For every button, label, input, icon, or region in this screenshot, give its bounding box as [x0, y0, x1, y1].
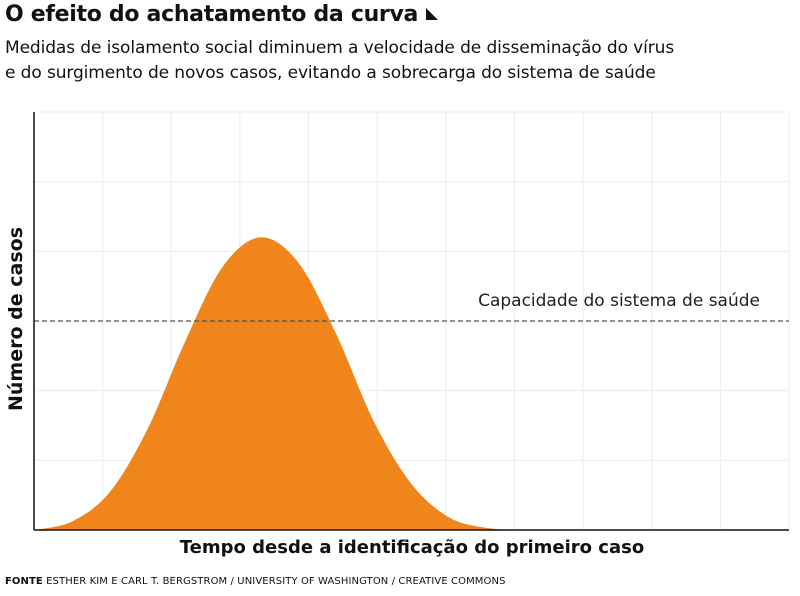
- subtitle-line-2: e do surgimento de novos casos, evitando…: [5, 63, 656, 83]
- corner-triangle-icon: [426, 8, 439, 20]
- chart-title-text: O efeito do achatamento da curva: [5, 2, 419, 27]
- capacity-line-label: Capacidade do sistema de saúde: [478, 291, 760, 311]
- epidemic-curve-area: [34, 237, 789, 531]
- chart-subtitle: Medidas de isolamento social diminuem a …: [5, 36, 674, 86]
- source-prefix: FONTE: [5, 576, 43, 587]
- subtitle-line-1: Medidas de isolamento social diminuem a …: [5, 38, 675, 58]
- y-axis-label: Número de casos: [5, 226, 27, 412]
- x-axis-label: Tempo desde a identificação do primeiro …: [179, 537, 645, 558]
- chart-title: O efeito do achatamento da curva: [5, 2, 439, 27]
- source-text: ESTHER KIM E CARL T. BERGSTROM / UNIVERS…: [42, 576, 506, 587]
- source-credit: FONTE ESTHER KIM E CARL T. BERGSTROM / U…: [5, 576, 506, 587]
